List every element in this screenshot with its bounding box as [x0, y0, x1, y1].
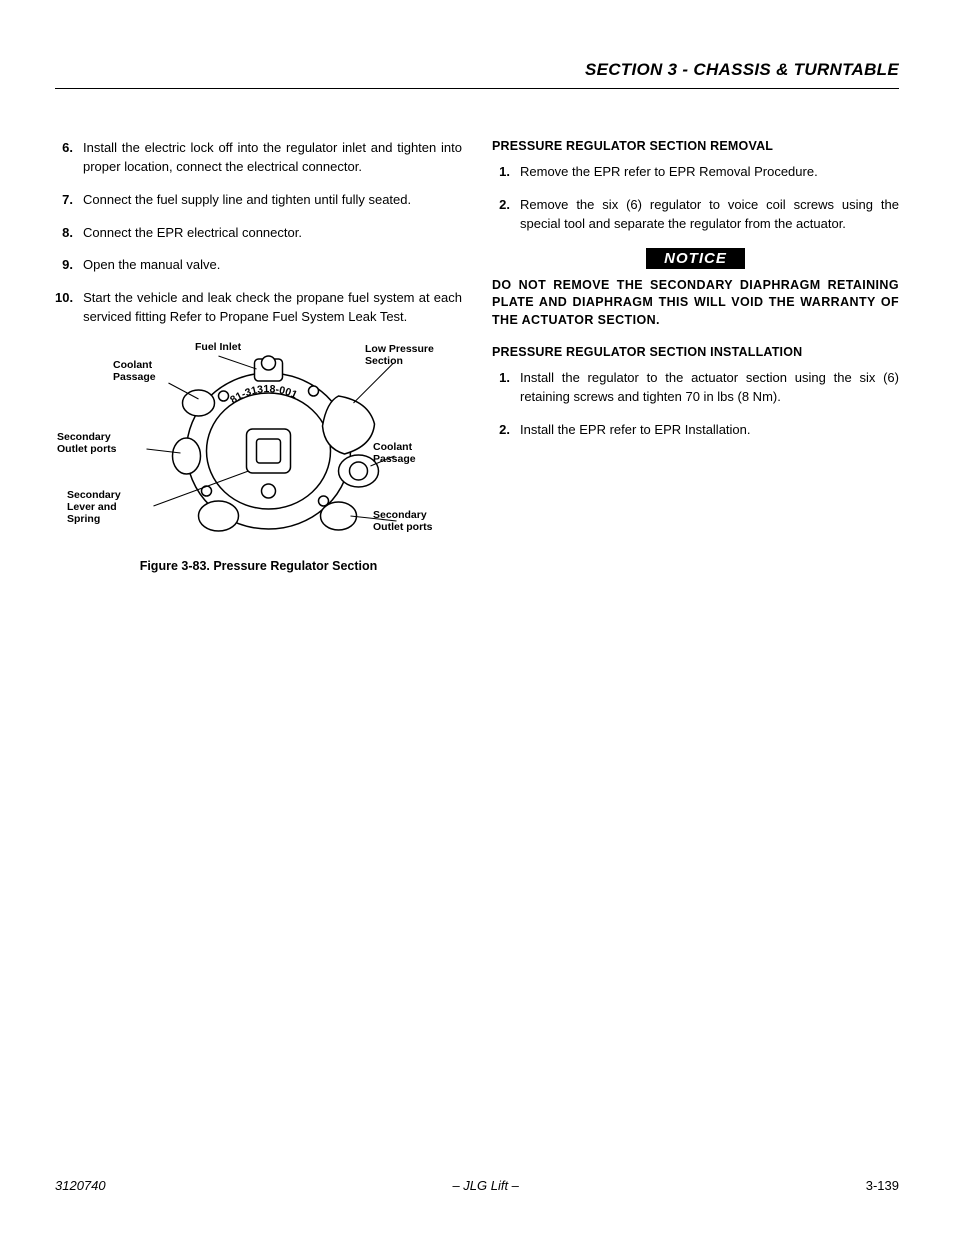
- callout-coolant-right: CoolantPassage: [373, 441, 416, 465]
- step-text: Connect the EPR electrical connector.: [83, 224, 462, 243]
- callout-secondary-outlet-left: SecondaryOutlet ports: [57, 431, 117, 455]
- step-number: 8.: [55, 224, 83, 243]
- left-column: 6.Install the electric lock off into the…: [55, 139, 462, 573]
- content-columns: 6.Install the electric lock off into the…: [55, 139, 899, 573]
- step-item: 1.Install the regulator to the actuator …: [492, 369, 899, 407]
- step-number: 7.: [55, 191, 83, 210]
- step-number: 2.: [492, 421, 520, 440]
- callout-secondary-lever: SecondaryLever andSpring: [67, 489, 121, 525]
- section-header: SECTION 3 - CHASSIS & TURNTABLE: [55, 60, 899, 89]
- install-step-list: 1.Install the regulator to the actuator …: [492, 369, 899, 440]
- step-item: 6.Install the electric lock off into the…: [55, 139, 462, 177]
- figure-3-83: 81-31318-001 Fuel Inlet CoolantPassage L…: [55, 341, 462, 573]
- step-number: 2.: [492, 196, 520, 234]
- step-item: 7.Connect the fuel supply line and tight…: [55, 191, 462, 210]
- step-text: Start the vehicle and leak check the pro…: [83, 289, 462, 327]
- callout-fuel-inlet: Fuel Inlet: [195, 341, 241, 353]
- step-number: 9.: [55, 256, 83, 275]
- step-item: 2.Remove the six (6) regulator to voice …: [492, 196, 899, 234]
- step-item: 8.Connect the EPR electrical connector.: [55, 224, 462, 243]
- notice-badge: NOTICE: [646, 248, 745, 269]
- page-number: 3-139: [866, 1178, 899, 1193]
- callout-coolant-left: CoolantPassage: [113, 359, 156, 383]
- callout-low-pressure: Low PressureSection: [365, 343, 434, 367]
- page-footer: 3120740 – JLG Lift – 3-139: [55, 1178, 899, 1193]
- step-item: 10.Start the vehicle and leak check the …: [55, 289, 462, 327]
- step-text: Remove the six (6) regulator to voice co…: [520, 196, 899, 234]
- step-text: Install the regulator to the actuator se…: [520, 369, 899, 407]
- notice-text: DO NOT REMOVE THE SECONDARY DIAPHRAGM RE…: [492, 277, 899, 330]
- step-text: Install the electric lock off into the r…: [83, 139, 462, 177]
- step-text: Open the manual valve.: [83, 256, 462, 275]
- removal-step-list: 1.Remove the EPR refer to EPR Removal Pr…: [492, 163, 899, 234]
- doc-number: 3120740: [55, 1178, 106, 1193]
- step-item: 2.Install the EPR refer to EPR Installat…: [492, 421, 899, 440]
- callout-secondary-outlet-right: SecondaryOutlet ports: [373, 509, 433, 533]
- left-step-list: 6.Install the electric lock off into the…: [55, 139, 462, 327]
- step-text: Connect the fuel supply line and tighten…: [83, 191, 462, 210]
- step-number: 1.: [492, 163, 520, 182]
- right-column: PRESSURE REGULATOR SECTION REMOVAL 1.Rem…: [492, 139, 899, 573]
- removal-heading: PRESSURE REGULATOR SECTION REMOVAL: [492, 139, 899, 153]
- step-number: 6.: [55, 139, 83, 177]
- step-number: 1.: [492, 369, 520, 407]
- step-item: 9.Open the manual valve.: [55, 256, 462, 275]
- brand-label: – JLG Lift –: [452, 1178, 518, 1193]
- install-heading: PRESSURE REGULATOR SECTION INSTALLATION: [492, 345, 899, 359]
- step-text: Remove the EPR refer to EPR Removal Proc…: [520, 163, 899, 182]
- step-text: Install the EPR refer to EPR Installatio…: [520, 421, 899, 440]
- step-item: 1.Remove the EPR refer to EPR Removal Pr…: [492, 163, 899, 182]
- step-number: 10.: [55, 289, 83, 327]
- figure-caption: Figure 3-83. Pressure Regulator Section: [55, 559, 462, 573]
